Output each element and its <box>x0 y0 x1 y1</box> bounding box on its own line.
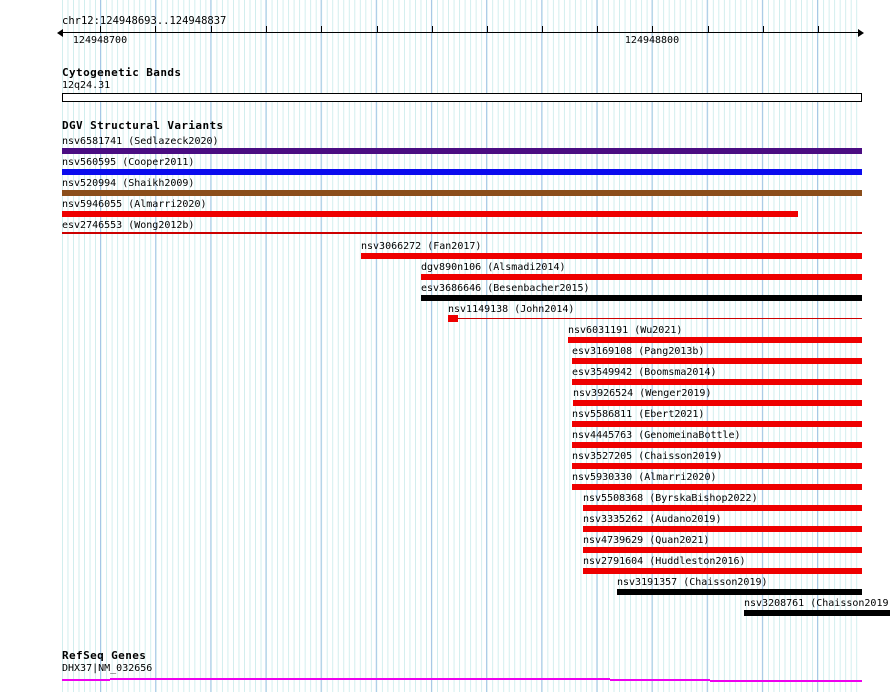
cytogenetic-track-title: Cytogenetic Bands <box>62 66 182 79</box>
variant-bar[interactable] <box>744 610 890 616</box>
variant-bar[interactable] <box>573 400 862 406</box>
dgv-track-title: DGV Structural Variants <box>62 119 224 132</box>
ruler-tick <box>266 26 267 32</box>
variant-bar[interactable] <box>421 295 862 301</box>
variant-label[interactable]: nsv560595 (Cooper2011) <box>62 157 195 168</box>
variant-bar[interactable] <box>583 568 862 574</box>
region-label: chr12:124948693..124948837 <box>62 15 227 27</box>
variant-extent-line <box>448 318 862 319</box>
ruler-tick <box>155 26 156 32</box>
ruler-tick <box>487 26 488 32</box>
ruler-tick <box>211 26 212 32</box>
variant-bar[interactable] <box>421 274 862 280</box>
cytogenetic-band-box[interactable] <box>62 93 862 102</box>
variant-bar[interactable] <box>583 505 862 511</box>
variant-bar[interactable] <box>572 484 862 490</box>
refseq-gene-label[interactable]: DHX37|NM_032656 <box>62 663 153 674</box>
variant-bar[interactable] <box>62 148 862 154</box>
variant-label[interactable]: esv3169108 (Pang2013b) <box>572 346 705 357</box>
ruler-axis <box>61 32 858 33</box>
variant-label[interactable]: nsv5930330 (Almarri2020) <box>572 472 717 483</box>
variant-label[interactable]: nsv3191357 (Chaisson2019) <box>617 577 768 588</box>
variant-bar[interactable] <box>583 526 862 532</box>
cytogenetic-band-label: 12q24.31 <box>62 80 111 91</box>
gene-line-segment[interactable] <box>110 678 610 680</box>
gene-line-segment[interactable] <box>62 679 110 681</box>
variant-label[interactable]: nsv4739629 (Quan2021) <box>583 535 710 546</box>
gene-line-segment[interactable] <box>610 679 710 681</box>
ruler-tick <box>321 26 322 32</box>
ruler-right-arrow-icon <box>858 28 868 37</box>
variant-bar[interactable] <box>568 337 862 343</box>
variant-bar[interactable] <box>572 463 862 469</box>
variant-bar[interactable] <box>62 232 862 234</box>
variant-bar[interactable] <box>572 442 862 448</box>
variant-bar[interactable] <box>448 315 458 322</box>
variant-bar[interactable] <box>62 190 862 196</box>
ruler-tick <box>100 26 101 32</box>
variant-label[interactable]: nsv6581741 (Sedlazeck2020) <box>62 136 219 147</box>
variant-label[interactable]: nsv520994 (Shaikh2009) <box>62 178 195 189</box>
variant-label[interactable]: nsv5946055 (Almarri2020) <box>62 199 207 210</box>
variant-bar[interactable] <box>62 169 862 175</box>
ruler-tick <box>763 26 764 32</box>
ruler-tick <box>432 26 433 32</box>
variant-label[interactable]: nsv1149138 (John2014) <box>448 304 575 315</box>
ruler-tick <box>377 26 378 32</box>
variant-label[interactable]: esv3686646 (Besenbacher2015) <box>421 283 590 294</box>
ruler-tick <box>818 26 819 32</box>
variant-bar[interactable] <box>572 421 862 427</box>
variant-label[interactable]: dgv890n106 (Alsmadi2014) <box>421 262 566 273</box>
ruler-tick-label: 124948800 <box>624 35 680 46</box>
variant-label[interactable]: nsv6031191 (Wu2021) <box>568 325 683 336</box>
ruler-left-arrow-icon <box>53 28 63 37</box>
variant-label[interactable]: nsv2791604 (Huddleston2016) <box>583 556 746 567</box>
ruler-tick-label: 124948700 <box>72 35 128 46</box>
gene-line-segment[interactable] <box>710 680 862 682</box>
variant-bar[interactable] <box>583 547 862 553</box>
variant-bar[interactable] <box>62 211 798 217</box>
variant-label[interactable]: nsv4445763 (GenomeinaBottle) <box>572 430 741 441</box>
variant-label[interactable]: nsv5586811 (Ebert2021) <box>572 409 705 420</box>
ruler-tick <box>597 26 598 32</box>
variant-label[interactable]: esv3549942 (Boomsma2014) <box>572 367 717 378</box>
variant-bar[interactable] <box>572 379 862 385</box>
ruler-tick <box>652 26 653 32</box>
variant-bar[interactable] <box>617 589 862 595</box>
refseq-track-title: RefSeq Genes <box>62 649 147 662</box>
variant-label[interactable]: nsv5508368 (ByrskaBishop2022) <box>583 493 758 504</box>
ruler-tick <box>708 26 709 32</box>
variant-bar[interactable] <box>572 358 862 364</box>
variant-label[interactable]: nsv3335262 (Audano2019) <box>583 514 722 525</box>
variant-label[interactable]: nsv3208761 (Chaisson2019) <box>744 598 890 609</box>
ruler-tick <box>542 26 543 32</box>
variant-label[interactable]: esv2746553 (Wong2012b) <box>62 220 195 231</box>
variant-label[interactable]: nsv3926524 (Wenger2019) <box>573 388 712 399</box>
variant-label[interactable]: nsv3527205 (Chaisson2019) <box>572 451 723 462</box>
variant-label[interactable]: nsv3066272 (Fan2017) <box>361 241 482 252</box>
sequence-background <box>61 0 860 692</box>
variant-bar[interactable] <box>361 253 862 259</box>
